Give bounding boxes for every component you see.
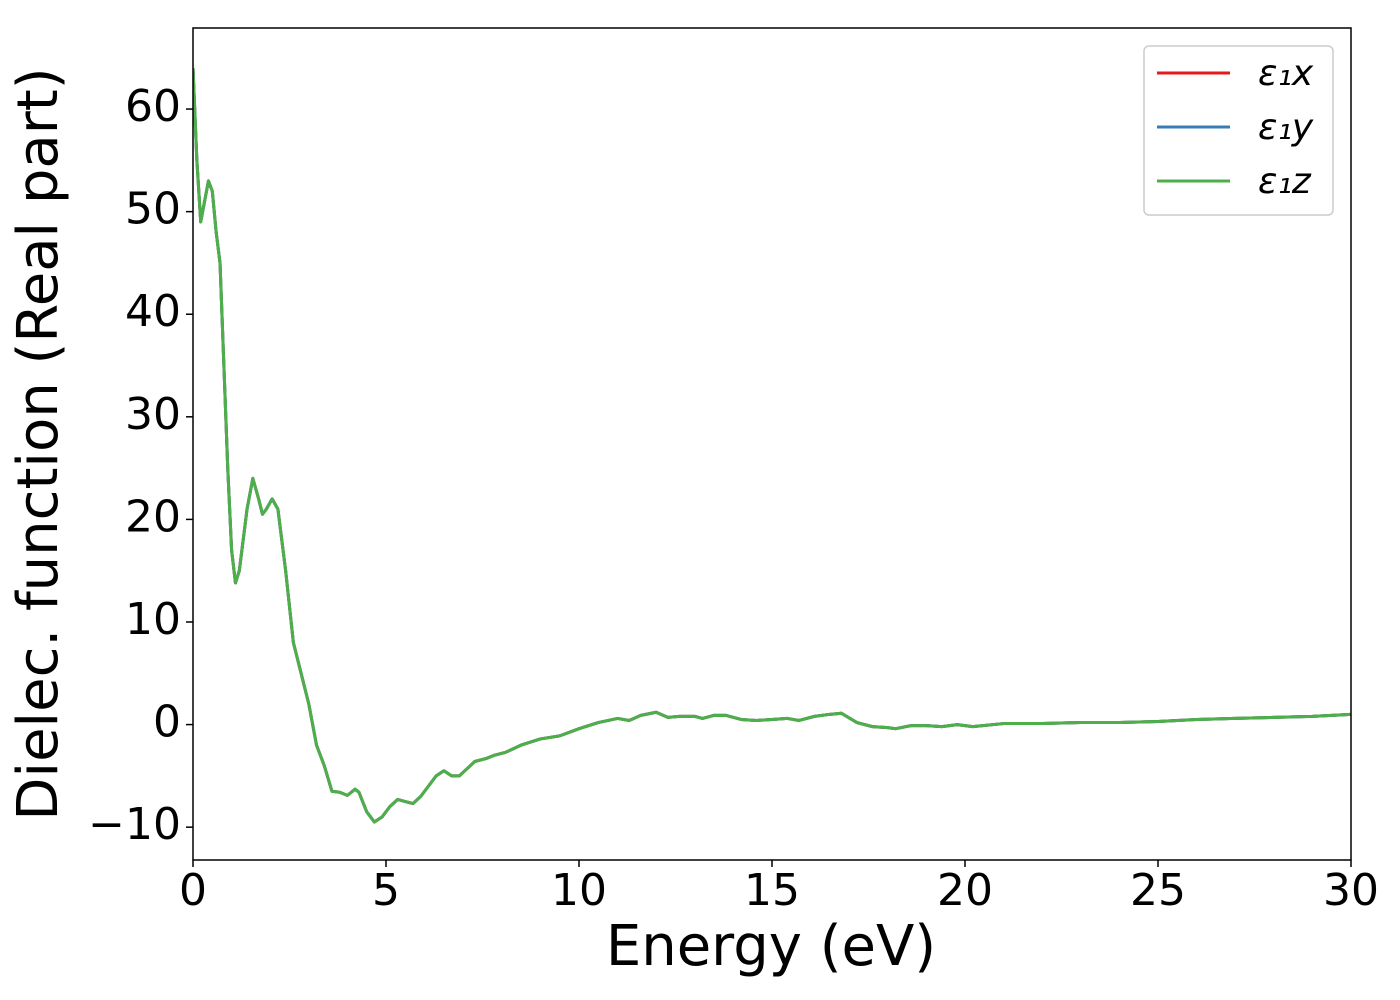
legend-label: ε₁z: [1258, 161, 1312, 202]
x-tick-label: 10: [551, 865, 607, 916]
x-tick-label: 20: [937, 865, 993, 916]
x-tick-label: 15: [744, 865, 800, 916]
x-tick-label: 0: [179, 865, 207, 916]
series-line: [193, 67, 1351, 824]
y-axis-label: Dielec. function (Real part): [6, 67, 71, 820]
y-tick-label: 40: [125, 286, 181, 337]
plot-frame: [192, 27, 1352, 861]
x-tick-label: 5: [372, 865, 400, 916]
y-tick-label: 10: [125, 594, 181, 645]
x-axis-label: Energy (eV): [606, 914, 936, 979]
legend-label: ε₁y: [1258, 107, 1314, 148]
x-tick-label: 25: [1130, 865, 1186, 916]
y-tick-label: −10: [88, 799, 181, 850]
y-tick-label: 0: [153, 697, 181, 748]
legend-label: ε₁x: [1258, 53, 1314, 94]
y-tick-label: 60: [125, 81, 181, 132]
y-tick-label: 30: [125, 389, 181, 440]
y-tick-label: 50: [125, 184, 181, 235]
y-tick-label: 20: [125, 491, 181, 542]
legend-box: [1143, 45, 1334, 216]
x-tick-label: 30: [1323, 865, 1379, 916]
